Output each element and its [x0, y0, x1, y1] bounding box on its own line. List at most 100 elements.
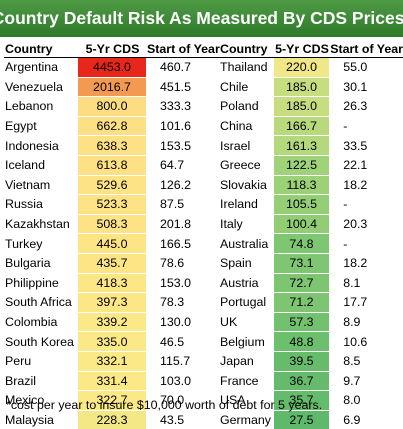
country-cell: Venezuela: [4, 76, 78, 97]
cds-value-cell: 508.3: [78, 213, 146, 234]
start-of-year-header: Start of Year: [146, 41, 220, 58]
country-cell: Italy: [219, 213, 274, 234]
table-row: China 166.7-: [219, 115, 403, 136]
cds-value-cell: 73.1: [273, 252, 330, 274]
cds-header: 5-Yr CDS: [78, 41, 146, 58]
country-cell: Portugal: [219, 292, 274, 313]
start-of-year-header: Start of Year: [329, 41, 403, 58]
start-of-year-cell: 17.7: [329, 292, 403, 313]
table-row: Mexico 322.7 70.0: [4, 390, 220, 411]
start-of-year-cell: -: [329, 233, 403, 254]
country-cell: Turkey: [4, 233, 78, 254]
table-row: Malaysia 228.3 43.5: [4, 409, 220, 429]
cds-value-cell: 523.3: [78, 194, 146, 215]
start-of-year-cell: 201.8: [146, 213, 220, 234]
title-bar: Country Default Risk As Measured By CDS …: [0, 0, 403, 37]
left-table-panel: Country 5-Yr CDS Start of Year Argentina…: [4, 41, 220, 429]
start-of-year-cell: 460.7: [160, 60, 192, 75]
table-row: Kazakhstan 508.3 201.8: [4, 213, 220, 234]
country-cell: Malaysia: [4, 409, 78, 429]
country-cell: Israel: [219, 135, 274, 156]
start-of-year-cell: 64.7: [146, 154, 220, 176]
start-of-year-cell: 8.1: [329, 272, 403, 293]
start-of-year-cell: -: [329, 194, 403, 215]
start-of-year-cell: 46.5: [146, 331, 220, 352]
table-row: Israel 161.3 33.5: [219, 135, 403, 156]
cds-value-cell: 445.0: [78, 233, 146, 254]
start-of-year-cell: 103.0: [146, 370, 220, 391]
country-cell: Mexico: [4, 390, 78, 411]
header-row: Country 5-Yr CDS Start of Year: [4, 41, 220, 58]
start-of-year-cell: 87.5: [146, 194, 220, 215]
cds-value-cell: 800.0: [78, 96, 146, 117]
start-of-year-cell: 18.2: [329, 252, 403, 274]
country-cell: Colombia: [4, 311, 78, 332]
table-row: Indonesia 638.3 153.5: [4, 135, 220, 156]
cds-value-cell: 335.0: [78, 331, 146, 352]
cds-value-cell: 331.4: [78, 370, 146, 391]
country-cell: Poland: [219, 96, 274, 117]
cds-value-cell: 74.8: [273, 233, 330, 254]
table-row: USA 35.7 8.0: [219, 390, 403, 411]
cds-value-cell: 71.2: [273, 292, 330, 313]
right-cds-table: Country 5-Yr CDS Start of Year Thailand 2…: [219, 41, 403, 429]
country-cell: China: [219, 115, 274, 136]
cds-value-cell: 72.7: [273, 272, 330, 293]
country-cell: Slovakia: [219, 174, 274, 195]
cds-value-cell: 613.8: [78, 154, 146, 176]
table-row: Poland 185.0 26.3: [219, 96, 403, 117]
cds-value-cell: 39.5: [273, 350, 330, 371]
start-of-year-cell: 8.9: [329, 311, 403, 332]
country-cell: Peru: [4, 350, 78, 371]
table-row: Belgium 48.8 10.6: [219, 331, 403, 352]
start-of-year-cell: 8.5: [329, 350, 403, 371]
cds-value-cell: 4453.0: [78, 57, 146, 78]
cds-value-cell: 27.5: [273, 409, 330, 429]
table-row: Venezuela 2016.7 451.5: [4, 76, 220, 97]
table-row: Lebanon 800.0 333.3: [4, 96, 220, 117]
start-of-year-cell: 6.9: [329, 409, 403, 429]
country-cell: Australia: [219, 233, 274, 254]
cds-header: 5-Yr CDS: [273, 41, 330, 58]
start-of-year-cell: 451.5: [146, 76, 220, 97]
start-of-year-cell: 8.0: [329, 390, 403, 411]
country-cell: Lebanon: [4, 96, 78, 117]
table-row: Brazil 331.4 103.0: [4, 370, 220, 391]
country-cell: Iceland: [4, 154, 78, 176]
cds-value-cell: 529.6: [78, 174, 146, 195]
start-of-year-cell: 130.0: [146, 311, 220, 332]
start-of-year-cell: 101.6: [146, 115, 220, 136]
country-cell: South Africa: [4, 292, 78, 313]
table-row: Peru 332.1 115.7: [4, 350, 220, 371]
start-of-year-cell: 333.3: [146, 96, 220, 117]
start-of-year-cell: 20.3: [329, 213, 403, 234]
table-row: UK 57.3 8.9: [219, 311, 403, 332]
start-of-year-cell: 78.6: [146, 252, 220, 274]
country-cell: Chile: [219, 76, 274, 97]
table-row: Slovakia 118.3 18.2: [219, 174, 403, 195]
start-of-year-cell: 78.3: [146, 292, 220, 313]
table-row: Vietnam 529.6 126.2: [4, 174, 220, 195]
page-title: Country Default Risk As Measured By CDS …: [0, 8, 403, 28]
country-cell: Vietnam: [4, 174, 78, 195]
cds-value-cell: 166.7: [273, 115, 330, 136]
cds-value-cell: 332.1: [78, 350, 146, 371]
start-of-year-cell: 9.7: [329, 370, 403, 391]
cds-value-cell: 397.3: [78, 292, 146, 313]
cds-value-cell: 322.7: [78, 390, 146, 411]
cds-value-cell: 220.0: [273, 57, 330, 78]
cds-value-cell: 228.3: [78, 409, 146, 429]
table-row: Italy 100.4 20.3: [219, 213, 403, 234]
table-row: Bulgaria 435.7 78.6: [4, 252, 220, 274]
cds-value-cell: 339.2: [78, 311, 146, 332]
header-row: Country 5-Yr CDS Start of Year: [219, 41, 403, 58]
right-table-panel: Country 5-Yr CDS Start of Year Thailand 2…: [219, 41, 403, 429]
start-of-year-cell: 126.2: [146, 174, 220, 195]
table-row: South Korea 335.0 46.5: [4, 331, 220, 352]
start-of-year-cell: 22.1: [329, 154, 403, 176]
country-cell: Argentina: [5, 60, 59, 75]
table-row: Iceland 613.8 64.7: [4, 154, 220, 176]
country-cell: UK: [219, 311, 274, 332]
table-row: Germany 27.5 6.9: [219, 409, 403, 429]
table-row: Chile 185.0 30.1: [219, 76, 403, 97]
